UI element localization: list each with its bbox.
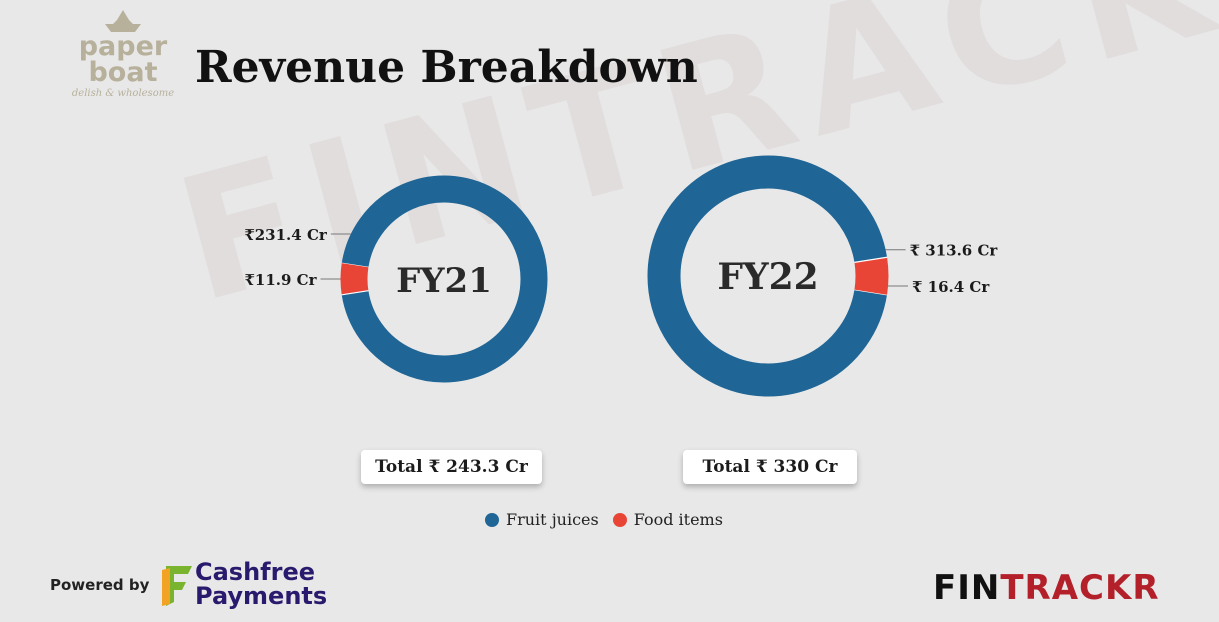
cashfree-line1: Cashfree (195, 558, 316, 586)
fintrackr-logo: FINTRACKR (933, 568, 1160, 608)
logo-tagline: delish & wholesome (71, 88, 175, 99)
page-title: Revenue Breakdown (195, 42, 698, 93)
legend-dot-food-items (612, 512, 627, 527)
cashfree-line2: Payments (195, 582, 328, 610)
fintrackr-fin: FIN (933, 568, 1001, 608)
legend-dot-fruit-juices (485, 512, 499, 527)
donut-segment-fy21-food-items (340, 263, 369, 295)
data-label-fy21-food-items: ₹11.9 Cr (244, 271, 317, 289)
total-badge-fy22: Total ₹ 330 Cr (683, 450, 857, 484)
logo-word-boat: boat (88, 57, 158, 88)
segment-separator-fy22 (854, 256, 888, 263)
data-label-fy21-fruit-juices: ₹231.4 Cr (244, 226, 328, 244)
boat-icon (105, 10, 141, 32)
donut-segment-fy22-fruit-juices (647, 155, 888, 397)
legend-item-fruit-juices: Fruit juices (485, 510, 599, 529)
data-label-fy22-fruit-juices: ₹ 313.6 Cr (910, 242, 999, 260)
legend-item-food-items: Food items (612, 510, 723, 529)
cashfree-icon (162, 566, 192, 606)
cashfree-wordmark: Cashfree Payments (195, 560, 327, 608)
legend-label-food-items: Food items (633, 510, 723, 529)
logo-word-paper: paper (78, 31, 168, 62)
paper-boat-logo: paper boat delish & wholesome (64, 8, 182, 114)
center-label-fy22: FY22 (717, 256, 818, 298)
legend: Fruit juices Food items (485, 510, 723, 529)
center-label-fy21: FY21 (396, 261, 492, 301)
legend-label-fruit-juices: Fruit juices (506, 510, 599, 529)
donut-segment-fy21-fruit-juices (341, 175, 548, 383)
total-badge-fy21: Total ₹ 243.3 Cr (361, 450, 542, 484)
powered-by-label: Powered by (50, 576, 150, 594)
fintrackr-trackr: TRACKR (1000, 568, 1160, 608)
donut-segment-fy22-food-items (854, 257, 889, 295)
data-label-fy22-food-items: ₹ 16.4 Cr (912, 278, 990, 296)
segment-separator-fy21 (341, 290, 369, 296)
